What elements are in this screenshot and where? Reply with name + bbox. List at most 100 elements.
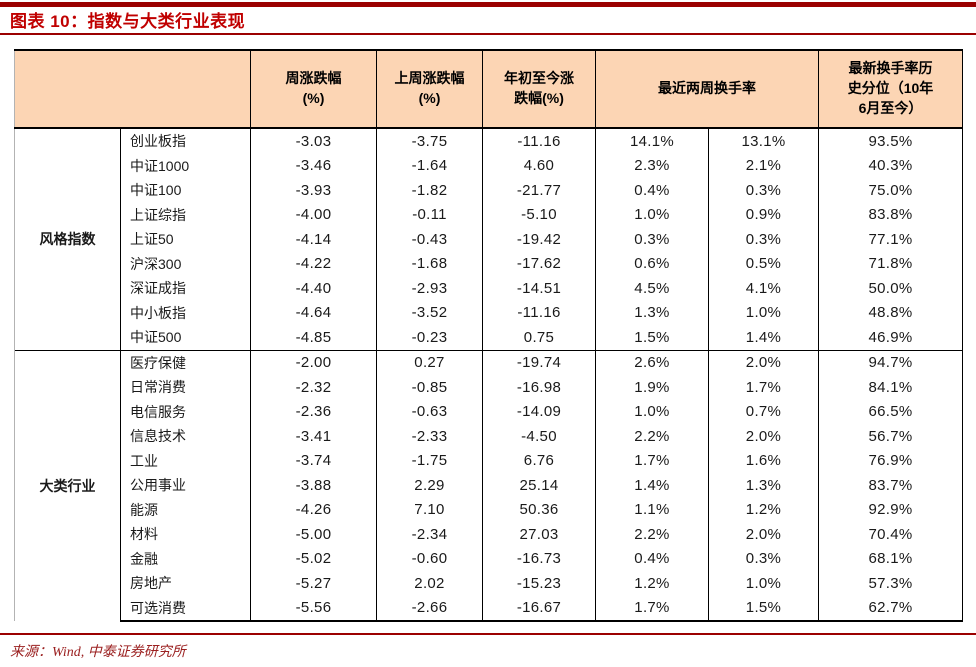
table-row: 中小板指 -4.64 -3.52 -11.16 1.3% 1.0% 48.8% (15, 300, 963, 325)
turnover-percentile-cell: 76.9% (818, 448, 963, 473)
turnover-percentile-cell: 84.1% (818, 375, 963, 400)
week-change-cell: -4.26 (250, 497, 377, 522)
header-turnover-percentile: 最新换手率历 史分位（10年 6月至今） (818, 49, 963, 129)
index-name-cell: 工业 (120, 448, 251, 473)
turnover-percentile-cell: 94.7% (818, 349, 963, 375)
week-change-cell: -3.03 (250, 128, 377, 154)
ytd-change-cell: -17.62 (482, 251, 596, 276)
turnover-week2-cell: 1.3% (708, 473, 819, 498)
header-prev-week-change: 上周涨跌幅 (%) (376, 49, 483, 129)
prev-week-change-cell: -0.85 (376, 375, 483, 400)
week-change-cell: -4.64 (250, 300, 377, 325)
header-ytd-change: 年初至今涨 跌幅(%) (482, 49, 596, 129)
figure-title: 图表 10：指数与大类行业表现 (10, 12, 246, 31)
week-change-cell: -5.56 (250, 595, 377, 622)
turnover-week1-cell: 1.0% (595, 202, 709, 227)
index-name-cell: 上证综指 (120, 202, 251, 227)
turnover-week2-cell: 2.1% (708, 153, 819, 178)
prev-week-change-cell: -0.11 (376, 202, 483, 227)
table-row: 房地产 -5.27 2.02 -15.23 1.2% 1.0% 57.3% (15, 571, 963, 596)
table-row: 中证1000 -3.46 -1.64 4.60 2.3% 2.1% 40.3% (15, 153, 963, 178)
week-change-cell: -5.27 (250, 571, 377, 596)
index-name-cell: 中证100 (120, 178, 251, 203)
turnover-week1-cell: 0.4% (595, 546, 709, 571)
index-name-cell: 材料 (120, 522, 251, 547)
ytd-change-cell: -15.23 (482, 571, 596, 596)
index-name-cell: 公用事业 (120, 473, 251, 498)
header-two-week-turnover: 最近两周换手率 (595, 49, 819, 129)
prev-week-change-cell: -1.75 (376, 448, 483, 473)
ytd-change-cell: 4.60 (482, 153, 596, 178)
header-row: 周涨跌幅 (%) 上周涨跌幅 (%) 年初至今涨 跌幅(%) 最近两周换手率 最… (14, 49, 963, 129)
week-change-cell: -2.32 (250, 375, 377, 400)
table-row: 公用事业 -3.88 2.29 25.14 1.4% 1.3% 83.7% (15, 473, 963, 498)
week-change-cell: -5.00 (250, 522, 377, 547)
index-name-cell: 医疗保健 (120, 349, 251, 375)
index-name-cell: 深证成指 (120, 276, 251, 301)
ytd-change-cell: -5.10 (482, 202, 596, 227)
prev-week-change-cell: -0.23 (376, 325, 483, 350)
title-underline-rule (0, 33, 976, 35)
turnover-week1-cell: 1.7% (595, 448, 709, 473)
turnover-percentile-cell: 83.7% (818, 473, 963, 498)
source-rule (0, 633, 976, 635)
turnover-week2-cell: 0.5% (708, 251, 819, 276)
table-row: 大类行业 医疗保健 -2.00 0.27 -19.74 2.6% 2.0% 94.7% (14, 349, 963, 621)
prev-week-change-cell: 2.02 (376, 571, 483, 596)
ytd-change-cell: -4.50 (482, 424, 596, 449)
ytd-change-cell: -16.98 (482, 375, 596, 400)
table-row: 信息技术 -3.41 -2.33 -4.50 2.2% 2.0% 56.7% (15, 424, 963, 449)
turnover-percentile-cell: 40.3% (818, 153, 963, 178)
ytd-change-cell: 6.76 (482, 448, 596, 473)
index-name-cell: 上证50 (120, 227, 251, 252)
turnover-week2-cell: 2.0% (708, 522, 819, 547)
table-row: 中证500 -4.85 -0.23 0.75 1.5% 1.4% 46.9% (15, 325, 963, 350)
group-label-cell: 大类行业 (14, 349, 121, 621)
turnover-week2-cell: 1.5% (708, 595, 819, 622)
prev-week-change-cell: -1.82 (376, 178, 483, 203)
turnover-week2-cell: 0.3% (708, 227, 819, 252)
turnover-week2-cell: 13.1% (708, 128, 819, 154)
ytd-change-cell: 0.75 (482, 325, 596, 350)
turnover-week1-cell: 2.2% (595, 522, 709, 547)
prev-week-change-cell: -3.52 (376, 300, 483, 325)
turnover-week2-cell: 0.3% (708, 178, 819, 203)
week-change-cell: -2.00 (250, 349, 377, 375)
table-row: 沪深300 -4.22 -1.68 -17.62 0.6% 0.5% 71.8% (15, 251, 963, 276)
performance-table: 周涨跌幅 (%) 上周涨跌幅 (%) 年初至今涨 跌幅(%) 最近两周换手率 最… (14, 49, 963, 622)
ytd-change-cell: 27.03 (482, 522, 596, 547)
week-change-cell: -3.93 (250, 178, 377, 203)
index-name-cell: 可选消费 (120, 595, 251, 622)
prev-week-change-cell: -0.60 (376, 546, 483, 571)
turnover-percentile-cell: 68.1% (818, 546, 963, 571)
index-name-cell: 电信服务 (120, 399, 251, 424)
week-change-cell: -3.74 (250, 448, 377, 473)
ytd-change-cell: -14.09 (482, 399, 596, 424)
table-row: 能源 -4.26 7.10 50.36 1.1% 1.2% 92.9% (15, 497, 963, 522)
prev-week-change-cell: -0.63 (376, 399, 483, 424)
index-name-cell: 房地产 (120, 571, 251, 596)
turnover-week1-cell: 1.4% (595, 473, 709, 498)
table-row: 深证成指 -4.40 -2.93 -14.51 4.5% 4.1% 50.0% (15, 276, 963, 301)
ytd-change-cell: -16.67 (482, 595, 596, 622)
turnover-week1-cell: 0.3% (595, 227, 709, 252)
turnover-percentile-cell: 75.0% (818, 178, 963, 203)
prev-week-change-cell: -2.34 (376, 522, 483, 547)
turnover-percentile-cell: 48.8% (818, 300, 963, 325)
index-name-cell: 中证1000 (120, 153, 251, 178)
table-row: 上证综指 -4.00 -0.11 -5.10 1.0% 0.9% 83.8% (15, 202, 963, 227)
turnover-percentile-cell: 77.1% (818, 227, 963, 252)
turnover-week2-cell: 0.3% (708, 546, 819, 571)
prev-week-change-cell: -2.93 (376, 276, 483, 301)
index-name-cell: 沪深300 (120, 251, 251, 276)
turnover-percentile-cell: 92.9% (818, 497, 963, 522)
index-name-cell: 能源 (120, 497, 251, 522)
index-name-cell: 金融 (120, 546, 251, 571)
turnover-week2-cell: 0.7% (708, 399, 819, 424)
ytd-change-cell: -19.74 (482, 349, 596, 375)
week-change-cell: -5.02 (250, 546, 377, 571)
turnover-week2-cell: 1.4% (708, 325, 819, 350)
turnover-week2-cell: 2.0% (708, 424, 819, 449)
turnover-percentile-cell: 56.7% (818, 424, 963, 449)
prev-week-change-cell: 7.10 (376, 497, 483, 522)
